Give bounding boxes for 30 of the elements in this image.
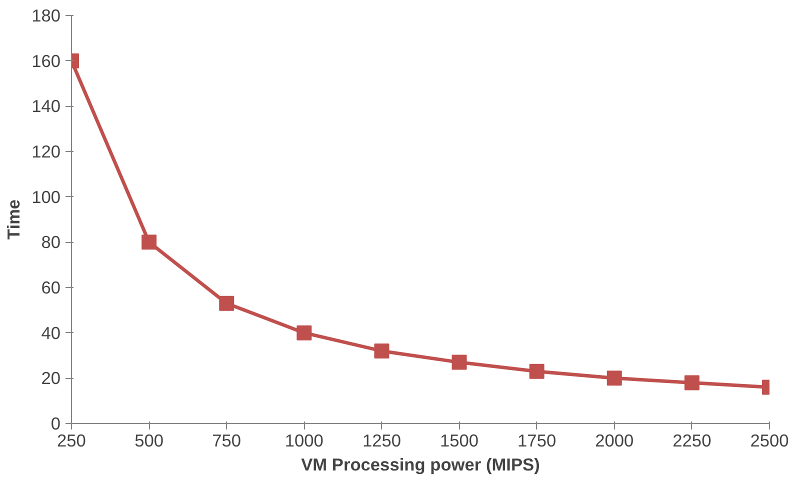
y-tick-label: 0	[50, 414, 61, 434]
point	[374, 343, 390, 358]
y-tick-label: 60	[41, 278, 61, 298]
x-tick-label: 500	[134, 430, 164, 450]
x-tick-label: 1000	[284, 430, 324, 450]
y-tick-label: 100	[32, 186, 61, 207]
y-axis-title: Time	[4, 199, 24, 240]
y-tick-label: 180	[32, 6, 61, 26]
y-tick-label: 20	[41, 368, 61, 388]
y-tick-label: 140	[32, 96, 61, 116]
x-tick-label: 1750	[518, 430, 556, 450]
y-tick-label: 120	[32, 142, 61, 162]
y-tick-label: 80	[41, 232, 61, 252]
point	[529, 364, 544, 379]
point	[296, 325, 312, 340]
point	[684, 375, 700, 390]
x-tick-label: 2000	[595, 430, 634, 450]
point	[606, 370, 622, 386]
point	[452, 354, 467, 370]
x-tick-label: 1250	[362, 430, 402, 450]
x-tick-label: 2500	[750, 430, 789, 450]
x-tick-label: 750	[212, 430, 242, 450]
point	[219, 296, 234, 311]
y-tick-label: 40	[41, 322, 61, 343]
x-tick-label: 1500	[440, 430, 479, 450]
x-tick-label: 2250	[672, 430, 712, 450]
y-tick-label: 160	[32, 50, 61, 71]
point	[142, 234, 157, 250]
x-axis-title: VM Processing power (MIPS)	[301, 454, 540, 474]
x-tick-label: 250	[57, 430, 86, 450]
